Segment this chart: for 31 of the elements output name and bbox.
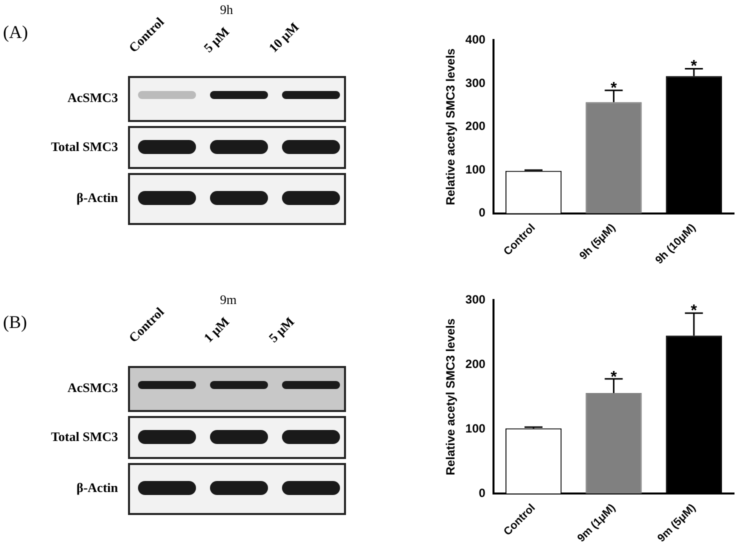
text: 9h	[220, 2, 233, 18]
category-label: Total SMC3	[50, 428, 118, 444]
y-tick-label: 200	[465, 356, 486, 371]
y-tick-label: 200	[465, 119, 486, 134]
y-tick-label: 0	[478, 486, 486, 500]
category-label: 10 μM	[266, 19, 302, 56]
bar	[586, 102, 642, 214]
bar	[586, 392, 642, 494]
category-label: 1 μM	[200, 314, 233, 346]
annotation: *	[690, 302, 698, 320]
category-label: AcSMC3	[67, 90, 118, 105]
category-label: β-Actin	[76, 480, 118, 495]
y-axis-title: Relative acetyl SMC3 levels	[444, 318, 458, 476]
category-label: β-Actin	[76, 190, 118, 205]
y-tick-label: 300	[465, 292, 486, 307]
annotation: *	[610, 80, 618, 97]
text: (A)	[3, 22, 28, 43]
text: 9m	[220, 292, 237, 308]
category-label: AcSMC3	[67, 380, 118, 395]
y-tick-label: 400	[465, 32, 486, 47]
y-tick-label: 100	[465, 162, 486, 176]
category-label: Total SMC3	[50, 138, 118, 154]
annotation: *	[610, 368, 618, 386]
y-axis-title: Relative acetyl SMC3 levels	[444, 48, 458, 206]
text: (B)	[3, 312, 27, 333]
y-tick-label: 0	[478, 206, 486, 220]
y-tick-label: 100	[465, 421, 486, 436]
y-tick-label: 300	[465, 76, 486, 90]
category-label: 5 μM	[266, 314, 298, 346]
annotation: *	[690, 58, 698, 76]
category-label: 5 μM	[200, 24, 233, 56]
